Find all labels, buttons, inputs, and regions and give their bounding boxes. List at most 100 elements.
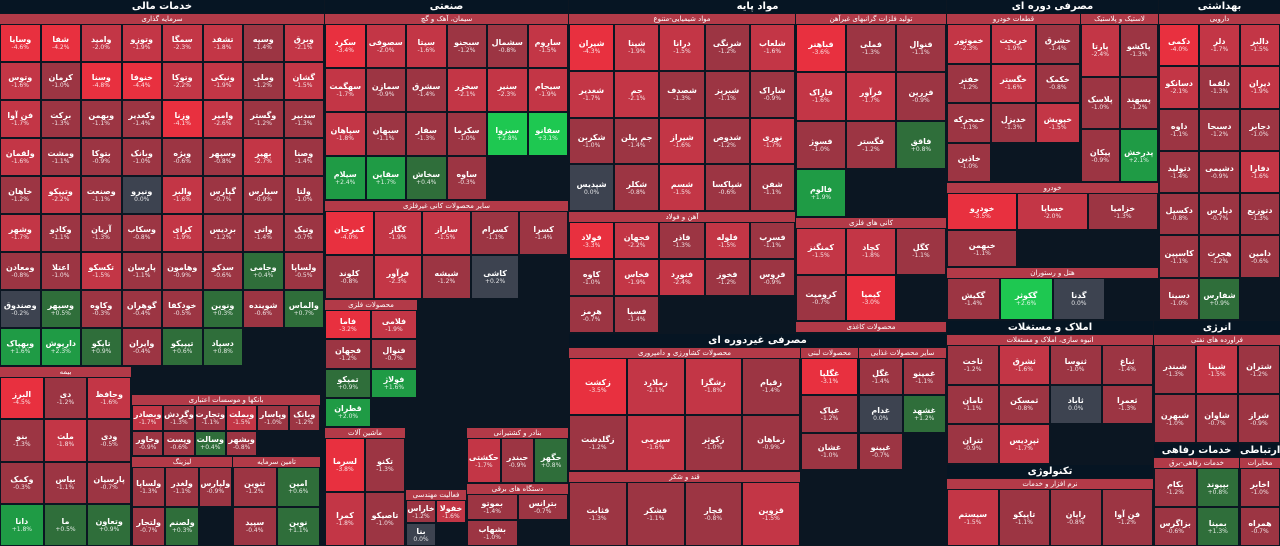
industry-group-title[interactable]: سایر محصولات کانی غیرفلزی <box>325 201 568 211</box>
stock-tile[interactable]: وبانک -1.0% <box>121 138 162 176</box>
stock-tile[interactable]: شکلر -0.8% <box>614 164 660 211</box>
stock-tile[interactable]: خشرق -1.4% <box>1035 24 1080 64</box>
stock-tile[interactable]: قثابت -1.3% <box>569 482 627 546</box>
industry-group-title[interactable]: لاستیک و پلاستیک <box>1081 14 1158 24</box>
stock-tile[interactable]: سفانو +3.1% <box>527 112 568 156</box>
industry-group-title[interactable]: محصولات کشاورزی و دامپروری <box>569 348 800 358</box>
stock-tile[interactable]: بردیس -1.2% <box>202 214 243 252</box>
stock-tile[interactable]: غپاک -1.2% <box>801 395 858 433</box>
stock-tile[interactable]: شاراک -0.9% <box>749 70 795 118</box>
stock-tile[interactable]: بمپنا +1.3% <box>1196 507 1239 546</box>
stock-tile[interactable]: وصنعت -1.1% <box>81 176 122 214</box>
stock-tile[interactable]: هجرت -1.2% <box>1199 235 1240 278</box>
stock-tile[interactable]: کرای -1.9% <box>162 214 203 252</box>
stock-tile[interactable]: دسبحا -1.2% <box>1199 108 1240 151</box>
stock-tile[interactable]: شپنا -1.9% <box>614 24 660 71</box>
stock-tile[interactable]: شسم -1.5% <box>659 164 705 211</box>
stock-tile[interactable]: ثشرق -1.6% <box>998 345 1050 385</box>
sector-title[interactable]: صنعتی <box>325 0 568 13</box>
stock-tile[interactable]: زکشت -3.5% <box>569 358 627 415</box>
stock-tile[interactable]: وسپهر -0.8% <box>202 138 243 176</box>
stock-tile[interactable]: خساپا -2.0% <box>1017 193 1088 230</box>
stock-tile[interactable]: شاوان -0.7% <box>1196 394 1238 443</box>
sector-title[interactable]: املاک و مستغلات <box>947 321 1153 334</box>
industry-group-title[interactable]: هتل و رستوران <box>947 268 1158 278</box>
stock-tile[interactable]: گشان -1.5% <box>283 62 324 100</box>
stock-tile[interactable]: تکنو -1.3% <box>365 438 405 492</box>
industry-group-title[interactable]: خدمات رفاهی-برق <box>1154 458 1239 468</box>
stock-tile[interactable]: دلقما -1.3% <box>1199 66 1240 109</box>
stock-tile[interactable]: سبزوا +2.8% <box>487 112 528 156</box>
stock-tile[interactable]: ولساپا -0.5% <box>283 252 324 290</box>
stock-tile[interactable]: همراه -0.7% <box>1240 507 1280 546</box>
stock-tile[interactable]: فلامی -1.9% <box>371 310 417 340</box>
stock-tile[interactable]: ثپردیس -1.7% <box>998 424 1050 464</box>
stock-tile[interactable]: پیکان -0.9% <box>1081 129 1120 182</box>
stock-tile[interactable]: کمرا -1.8% <box>325 492 365 546</box>
industry-group-title[interactable]: بانکها و موسسات اعتباری <box>132 395 320 405</box>
stock-tile[interactable]: دپارس -0.7% <box>1199 193 1240 236</box>
stock-tile[interactable]: ومعادن -0.8% <box>0 252 41 290</box>
stock-tile[interactable]: بتوکا -0.9% <box>81 138 122 176</box>
stock-tile[interactable]: فجهان -1.2% <box>325 339 371 369</box>
stock-tile[interactable]: کاشی +0.2% <box>470 255 520 299</box>
stock-tile[interactable]: نوین +1.1% <box>276 506 320 546</box>
industry-group-title[interactable]: مخابرات <box>1240 458 1280 468</box>
stock-tile[interactable]: وتوزو -1.9% <box>121 24 162 62</box>
stock-tile[interactable]: شپاکسا -0.6% <box>704 164 750 211</box>
stock-tile[interactable]: ونیرو 0.0% <box>121 176 162 214</box>
stock-tile[interactable]: غگلپا -3.1% <box>801 358 858 396</box>
stock-tile[interactable]: سکرد -3.4% <box>325 24 366 68</box>
stock-tile[interactable]: شرنگی -1.2% <box>704 24 750 71</box>
stock-tile[interactable]: تایکو +0.9% <box>81 328 122 366</box>
industry-group-title[interactable]: سایر محصولات غذایی <box>859 348 946 358</box>
stock-tile[interactable]: ثتران -0.9% <box>947 424 999 464</box>
stock-tile[interactable]: دلر -1.7% <box>1199 24 1240 67</box>
stock-tile[interactable]: دسپاد +0.8% <box>202 328 243 366</box>
stock-tile[interactable]: وگردش -1.3% <box>163 405 195 431</box>
stock-tile[interactable]: بزاگرس -0.6% <box>1154 507 1197 546</box>
stock-tile[interactable]: دکسپل -0.8% <box>1159 193 1200 236</box>
stock-tile[interactable]: چفیبر <box>810 332 818 333</box>
stock-tile[interactable]: فزرین -0.9% <box>896 72 946 121</box>
stock-tile[interactable]: وسپه -1.4% <box>243 24 284 62</box>
industry-group-title[interactable]: سیمان، آهک و گچ <box>325 14 568 24</box>
stock-tile[interactable]: وسالت +0.4% <box>194 430 226 456</box>
stock-tile[interactable]: ثعمرا -1.3% <box>1101 384 1153 425</box>
stock-tile[interactable]: وشهر -1.7% <box>0 214 41 252</box>
stock-tile[interactable]: بشهاب -1.0% <box>467 520 518 546</box>
industry-group-title[interactable]: مواد شیمیایی-متنوع <box>569 14 795 24</box>
industry-group-title[interactable]: سرمایه گذاری <box>0 14 324 24</box>
sector-title[interactable]: خدمات مالی <box>0 0 324 13</box>
stock-tile[interactable]: خاذین -1.0% <box>947 142 992 182</box>
sector-title[interactable]: تکنولوژی <box>947 465 1153 478</box>
stock-tile[interactable]: شپدیس 0.0% <box>569 164 615 211</box>
stock-tile[interactable]: شغدیر -1.7% <box>569 70 615 118</box>
stock-tile[interactable]: خاهان -1.2% <box>0 176 41 214</box>
stock-tile[interactable]: وبرق -2.1% <box>283 24 324 62</box>
stock-tile[interactable]: کرومیت -0.7% <box>796 274 846 321</box>
stock-tile[interactable]: چکارن <box>803 332 811 333</box>
stock-tile[interactable]: ودی -0.5% <box>87 419 131 462</box>
industry-group-title[interactable]: قند و شکر <box>569 472 800 482</box>
stock-tile[interactable]: پدرخش +2.1% <box>1119 129 1158 182</box>
stock-tile[interactable]: شیراز -1.6% <box>659 117 705 165</box>
stock-tile[interactable]: وپاسار -1.0% <box>257 405 289 431</box>
stock-tile[interactable]: تاصیکو -1.0% <box>365 492 405 546</box>
stock-tile[interactable]: رایان -0.8% <box>1050 489 1102 546</box>
stock-tile[interactable]: دیران -1.9% <box>1239 66 1280 109</box>
stock-tile[interactable]: شصدف -1.3% <box>659 70 705 118</box>
stock-tile[interactable]: دی -1.2% <box>43 377 88 420</box>
stock-tile[interactable]: خاراس -1.2% <box>406 500 436 523</box>
stock-tile[interactable]: ولساپا -1.3% <box>132 467 166 507</box>
industry-group-title[interactable]: دستگاه های برقی <box>467 484 568 494</box>
stock-tile[interactable]: خزامیا -1.3% <box>1087 193 1158 230</box>
stock-tile[interactable]: سصوفی -2.0% <box>365 24 406 68</box>
stock-tile[interactable]: غپینو -0.7% <box>859 432 903 470</box>
industry-group-title[interactable]: محصولات فلزی <box>325 300 417 310</box>
stock-tile[interactable]: وگستر -1.2% <box>243 100 284 138</box>
stock-tile[interactable]: کگل -1.1% <box>896 228 946 275</box>
stock-tile[interactable]: فخوز -1.2% <box>704 259 750 296</box>
stock-tile[interactable]: فخاس -1.9% <box>614 259 660 296</box>
stock-tile[interactable]: دکمی -4.0% <box>1159 24 1200 67</box>
